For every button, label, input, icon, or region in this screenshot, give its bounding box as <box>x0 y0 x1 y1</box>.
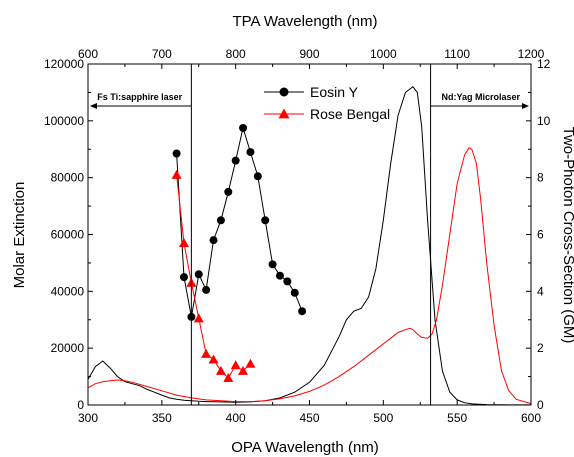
rose-bengal-two-photon-point <box>245 358 256 368</box>
rose-bengal-absorption-line <box>87 147 532 405</box>
x-bottom-tick-label: 550 <box>447 411 467 425</box>
eosin-y-two-photon-point <box>275 271 284 280</box>
rose-bengal-two-photon-point <box>193 313 204 323</box>
legend-eosin-y-marker <box>279 87 289 97</box>
y-left-tick-label: 120000 <box>44 57 84 71</box>
legend: Eosin Y Rose Bengal <box>264 84 390 122</box>
eosin-y-two-photon-point <box>172 149 181 158</box>
rose-bengal-two-photon-point <box>178 238 189 248</box>
rose-bengal-two-photon-point <box>238 365 249 375</box>
annotation-layer: Fs Ti:sapphire laser Nd:Yag Microlaser <box>90 64 529 405</box>
x-bottom-tick-label: 300 <box>78 411 98 425</box>
rose-bengal-two-photon-point <box>223 373 234 383</box>
rose-bengal-two-photon-point <box>171 169 182 179</box>
y-right-tick-label: 10 <box>537 114 551 128</box>
y-axis-left-title: Molar Extinction <box>11 182 28 289</box>
eosin-y-two-photon-line <box>176 125 303 317</box>
eosin-y-two-photon-point <box>283 277 292 286</box>
rose-bengal-two-photon-point <box>215 365 226 375</box>
eosin-y-two-photon-point <box>239 123 248 132</box>
eosin-y-two-photon-point <box>261 216 270 225</box>
rose-bengal-two-photon-point <box>201 348 212 358</box>
legend-eosin-y-label: Eosin Y <box>310 84 359 100</box>
x-top-tick-label: 1100 <box>444 47 470 61</box>
eosin-y-two-photon-point <box>209 236 218 245</box>
fs-ti-sapphire-laser-arrowhead <box>90 103 97 109</box>
series-layer <box>87 85 532 406</box>
x-bottom-tick-label: 500 <box>373 411 393 425</box>
x-top-tick-label: 700 <box>152 47 172 61</box>
nd-yag-microlaser-arrowhead <box>522 103 529 109</box>
y-right-tick-label: 12 <box>537 57 551 71</box>
rose-bengal-two-photon-point <box>230 360 241 370</box>
legend-rose-bengal-marker <box>278 108 290 119</box>
y-right-tick-label: 6 <box>537 228 544 242</box>
x-top-tick-label: 900 <box>299 47 319 61</box>
x-top-tick-label: 600 <box>78 47 98 61</box>
x-bottom-tick-label: 600 <box>521 411 541 425</box>
x-top-tick-label: 800 <box>226 47 246 61</box>
x-axis-top-title: TPA Wavelength (nm) <box>232 13 377 30</box>
y-right-tick-label: 2 <box>537 341 544 355</box>
eosin-y-two-photon-point <box>216 216 225 225</box>
y-left-tick-label: 40000 <box>51 284 85 298</box>
legend-rose-bengal-label: Rose Bengal <box>310 106 390 122</box>
x-bottom-tick-label: 450 <box>299 411 319 425</box>
nd-yag-microlaser-label: Nd:Yag Microlaser <box>442 92 521 102</box>
eosin-y-two-photon-point <box>290 288 299 297</box>
x-top-tick-label: 1000 <box>370 47 397 61</box>
rose-bengal-two-photon-point <box>208 354 219 364</box>
x-bottom-tick-label: 350 <box>152 411 172 425</box>
y-left-tick-label: 60000 <box>51 228 85 242</box>
y-left-tick-label: 80000 <box>51 171 85 185</box>
y-left-tick-label: 0 <box>77 398 84 412</box>
eosin-y-absorption-line <box>87 85 532 406</box>
eosin-y-two-photon-point <box>253 172 262 181</box>
y-right-tick-label: 0 <box>537 398 544 412</box>
x-bottom-tick-label: 400 <box>226 411 246 425</box>
y-right-tick-label: 8 <box>537 171 544 185</box>
y-left-tick-label: 20000 <box>51 341 85 355</box>
eosin-y-two-photon-point <box>298 307 307 316</box>
eosin-y-two-photon-point <box>246 148 255 157</box>
y-axis-right-title: Two-Photon Cross-Section (GM) <box>560 127 574 344</box>
eosin-y-two-photon-point <box>179 273 188 282</box>
x-top-tick-label: 1200 <box>518 47 545 61</box>
y-left-tick-label: 100000 <box>44 114 84 128</box>
eosin-y-two-photon-point <box>224 187 233 196</box>
y-right-tick-label: 4 <box>537 284 544 298</box>
eosin-y-two-photon-point <box>202 285 211 294</box>
fs-ti-sapphire-laser-label: Fs Ti:sapphire laser <box>97 92 182 102</box>
eosin-y-two-photon-point <box>231 156 240 165</box>
x-axis-bottom-title: OPA Wavelength (nm) <box>231 439 379 456</box>
eosin-y-two-photon-point <box>268 260 277 269</box>
eosin-y-two-photon-point <box>194 270 203 279</box>
